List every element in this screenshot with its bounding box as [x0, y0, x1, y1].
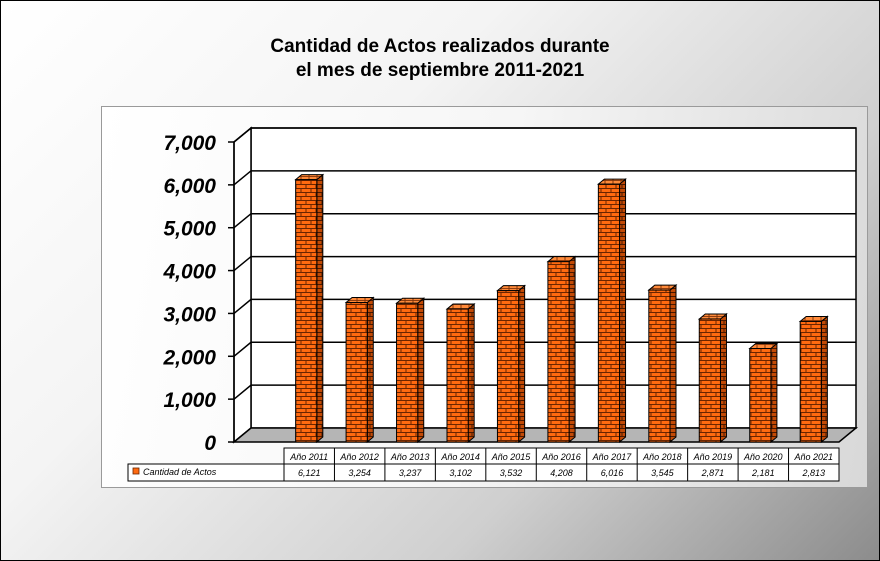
y-tick-label: 7,000 [163, 132, 216, 155]
bar [496, 284, 527, 444]
x-tick-label: Año 2021 [793, 452, 833, 462]
y-tick-label: 3,000 [163, 303, 216, 326]
bar-front [648, 289, 671, 443]
bar [344, 296, 375, 444]
data-label: 4,208 [550, 468, 573, 478]
y-tick-label: 4,000 [162, 261, 216, 284]
bar-front [496, 290, 520, 443]
gridline [233, 127, 856, 143]
bar [697, 312, 728, 444]
data-label: 2,181 [751, 468, 775, 478]
chart-title: Cantidad de Actos realizados durante el … [1, 35, 879, 83]
y-axis: 0 1,000 2,000 3,000 4,000 5,000 6,000 7,000 [162, 132, 235, 455]
chart-title-line-1: Cantidad de Actos realizados durante [270, 36, 610, 57]
x-tick-label: Año 2013 [390, 452, 430, 462]
bar-side [467, 302, 475, 444]
legend-label: Cantidad de Actos [143, 467, 217, 477]
data-label: 3,254 [348, 468, 371, 478]
data-label: 6,121 [298, 468, 321, 478]
data-label: 3,532 [500, 468, 523, 478]
bar-side [366, 296, 374, 444]
bar [546, 255, 577, 444]
y-tick-label: 0 [204, 432, 216, 455]
bar-side [820, 315, 828, 444]
data-table-values-row [127, 463, 840, 482]
x-tick-label: Año 2015 [491, 452, 532, 462]
bar [294, 173, 325, 444]
data-label: 3,545 [651, 468, 675, 478]
bar-side [568, 255, 576, 444]
bar-side [518, 284, 526, 444]
data-label: 3,102 [449, 468, 472, 478]
data-table: Cantidad de Actos Año 2011 6,121 Año 2012 3,… [127, 447, 840, 482]
bar-side [619, 178, 627, 444]
x-tick-label: Año 2019 [693, 452, 733, 462]
bar-front [749, 348, 772, 443]
x-tick-label: Año 2020 [743, 452, 783, 462]
chart-title-line-2: el mes de septiembre 2011-2021 [295, 60, 585, 81]
data-label: 2,871 [701, 468, 725, 478]
bars [294, 173, 829, 444]
data-label: 3,237 [399, 468, 423, 478]
bar [798, 315, 829, 444]
bar-front [345, 302, 368, 443]
bar-front [597, 183, 621, 443]
bar-side [417, 297, 425, 444]
data-label: 6,016 [601, 468, 624, 478]
bar [596, 178, 627, 444]
bar-side [719, 312, 727, 444]
bar [445, 302, 476, 444]
bar-front [799, 320, 822, 443]
side-wall [233, 126, 252, 444]
legend-key [132, 467, 140, 475]
x-tick-label: Año 2011 [289, 452, 328, 462]
gridline [233, 170, 856, 186]
gridline [233, 212, 856, 229]
x-tick-label: Año 2018 [642, 452, 682, 462]
data-label: 2,813 [802, 468, 826, 478]
y-tick-label: 5,000 [163, 218, 216, 241]
bar-side [770, 342, 778, 444]
bar-front [446, 308, 469, 443]
bar-side [316, 173, 324, 444]
bar-side [669, 284, 677, 444]
x-tick-label: Año 2012 [339, 452, 379, 462]
bar [647, 284, 678, 444]
bar-front [396, 302, 419, 443]
bar [395, 297, 426, 444]
bar [748, 342, 779, 444]
y-tick-label: 2,000 [162, 346, 216, 369]
x-tick-label: Año 2014 [440, 452, 480, 462]
gridline [233, 255, 856, 272]
x-tick-label: Año 2017 [592, 452, 633, 462]
y-tick-label: 1,000 [163, 389, 216, 412]
bar-front [295, 179, 318, 443]
y-tick-label: 6,000 [163, 175, 216, 198]
x-tick-label: Año 2016 [541, 452, 581, 462]
bar-front [698, 318, 721, 443]
bar-front [547, 261, 570, 443]
